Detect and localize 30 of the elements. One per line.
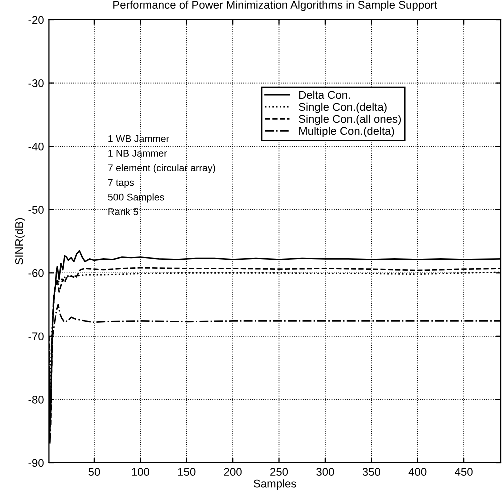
- x-tick-label: 300: [316, 468, 334, 476]
- annotation: 500 Samples: [108, 194, 164, 203]
- y-tick-label: -30: [28, 80, 44, 88]
- legend-label: Multiple Con.(delta): [300, 126, 394, 138]
- legend-label: Delta Con.: [300, 90, 350, 100]
- x-tick-label: 450: [455, 468, 473, 476]
- y-tick-label: -20: [28, 16, 44, 24]
- legend-label: Single Con.(delta): [299, 102, 387, 114]
- legend-label: Single Con.(all ones): [299, 114, 402, 126]
- x-tick-label: 50: [88, 468, 100, 476]
- x-tick-label: 200: [224, 468, 242, 476]
- annotation: 7 element (circular array): [108, 164, 216, 174]
- x-tick-label: 350: [362, 468, 380, 476]
- y-tick-label: -60: [28, 269, 44, 278]
- y-tick-label: -90: [28, 459, 44, 468]
- x-tick-label: 250: [270, 468, 288, 476]
- annotation: 1 WB Jammer: [108, 136, 170, 142]
- y-tick-label: -40: [28, 142, 44, 151]
- y-axis-title: SINR(dB): [15, 218, 26, 265]
- y-tick-label: -50: [28, 206, 44, 214]
- x-tick-label: 150: [178, 468, 196, 476]
- y-tick-label: -70: [28, 332, 44, 341]
- y-tick-label: -80: [28, 396, 44, 404]
- annotation: 7 taps: [108, 179, 134, 188]
- chart-title: Performance of Power Minimization Algorithms in Sample Support: [114, 0, 438, 12]
- x-axis-title: Samples: [254, 480, 296, 490]
- x-tick-label: 100: [132, 468, 150, 476]
- annotation: 1 NB Jammer: [108, 150, 168, 157]
- annotation: Rank 5: [108, 208, 138, 216]
- x-tick-label: 400: [408, 468, 427, 476]
